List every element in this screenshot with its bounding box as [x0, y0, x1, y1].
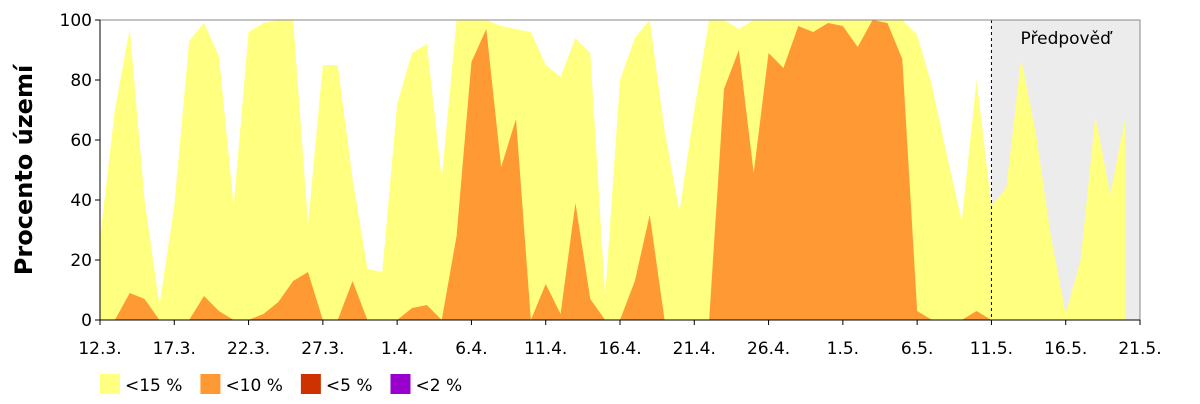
- area: [100, 20, 1126, 320]
- y-tick-label: 0: [81, 311, 92, 331]
- x-tick-label: 1.4.: [381, 339, 413, 359]
- y-tick-label: 40: [70, 191, 92, 211]
- legend-swatch: [390, 374, 411, 394]
- y-tick-label: 80: [70, 71, 92, 91]
- x-tick-label: 22.3.: [227, 339, 270, 359]
- legend-label: <10 %: [225, 376, 282, 396]
- legend-swatch: [100, 374, 120, 394]
- area: [100, 20, 1126, 320]
- y-tick-label: 100: [60, 11, 92, 31]
- y-tick-label: 60: [70, 131, 92, 151]
- x-tick-label: 11.5.: [970, 339, 1013, 359]
- legend-swatch: [200, 374, 221, 394]
- legend-label: <15 %: [125, 376, 182, 396]
- x-tick-label: 26.4.: [747, 339, 790, 359]
- y-axis-label: Procento území: [10, 63, 38, 275]
- x-tick-label: 27.3.: [301, 339, 344, 359]
- legend-swatch: [300, 374, 321, 394]
- y-tick-label: 20: [70, 251, 92, 271]
- x-tick-label: 21.5.: [1118, 339, 1161, 359]
- x-tick-label: 6.5.: [901, 339, 933, 359]
- legend-label: <5 %: [326, 376, 373, 396]
- x-tick-label: 16.5.: [1044, 339, 1087, 359]
- x-tick-label: 17.3.: [153, 339, 196, 359]
- forecast-label: Předpověď: [1021, 29, 1114, 49]
- x-tick-label: 12.3.: [78, 339, 121, 359]
- x-tick-label: 16.4.: [598, 339, 641, 359]
- x-tick-label: 11.4.: [524, 339, 567, 359]
- x-tick-label: 1.5.: [827, 339, 859, 359]
- x-tick-label: 21.4.: [673, 339, 716, 359]
- x-tick-label: 6.4.: [455, 339, 487, 359]
- legend-label: <2 %: [416, 376, 463, 396]
